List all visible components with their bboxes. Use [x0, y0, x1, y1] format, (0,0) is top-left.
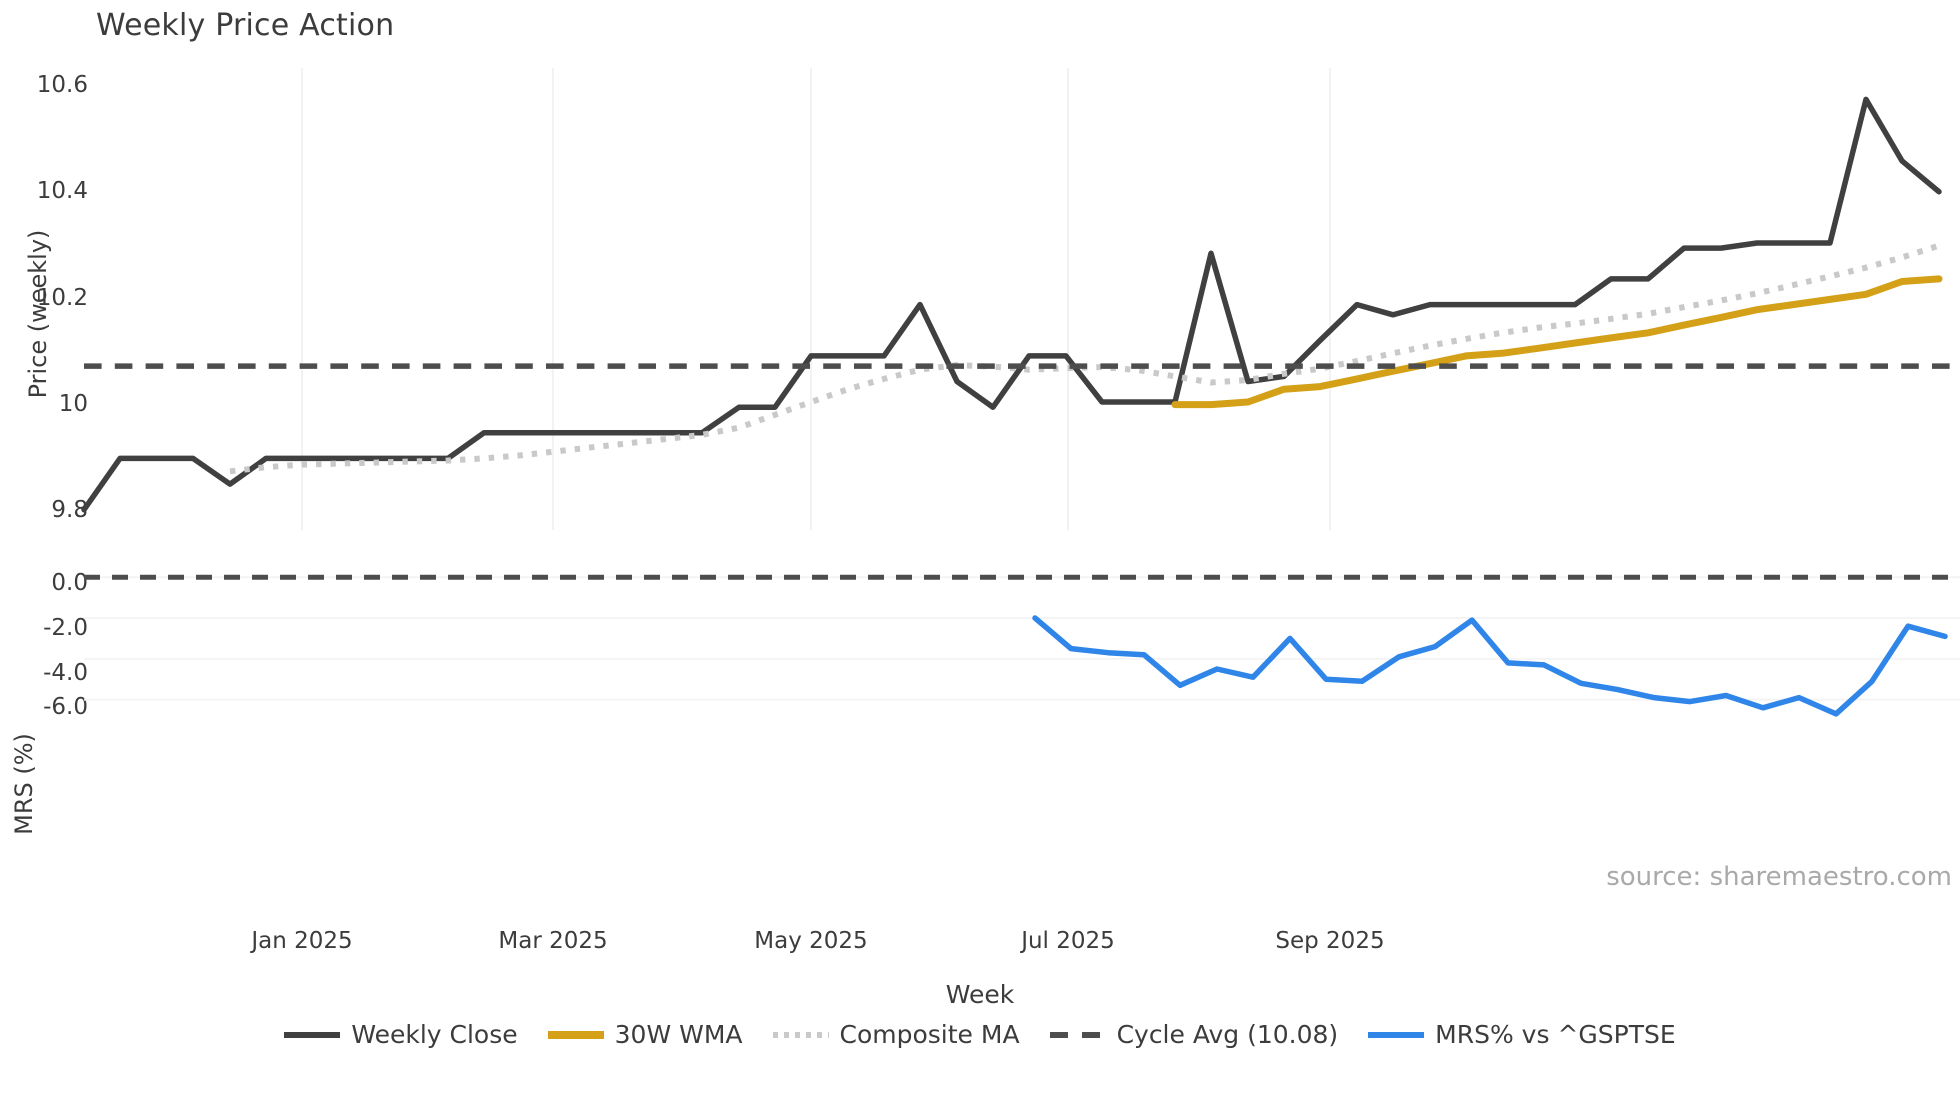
price-ytick-0: 10.6 — [36, 72, 88, 98]
x-axis-label: Week — [945, 980, 1015, 1009]
xtick-sep-2025: Sep 2025 — [1275, 928, 1385, 954]
legend-label: 30W WMA — [614, 1020, 743, 1049]
gridlines — [84, 68, 1960, 701]
line-dashed-icon — [1049, 1031, 1106, 1038]
xtick-mar-2025: Mar 2025 — [498, 928, 608, 954]
line-solid-icon — [284, 1031, 341, 1038]
legend-label: MRS% vs ^GSPTSE — [1435, 1020, 1676, 1049]
legend-item-cycle-avg[interactable]: Cycle Avg (10.08) — [1049, 1020, 1339, 1049]
price-ytick-3: 10 — [58, 391, 88, 417]
xtick-may-2025: May 2025 — [754, 928, 868, 954]
mrs-ytick-0: 0.0 — [51, 570, 88, 596]
line-solid-icon — [1368, 1031, 1425, 1038]
xtick-jan-2025: Jan 2025 — [251, 928, 353, 954]
line-solid-icon — [547, 1030, 604, 1039]
chart-legend: Weekly Close 30W WMA Composite MA Cycle … — [0, 1020, 1960, 1049]
mrs-ytick-1: -2.0 — [43, 615, 88, 641]
source-watermark: source: sharemaestro.com — [1606, 862, 1952, 892]
legend-label: Cycle Avg (10.08) — [1116, 1020, 1339, 1049]
legend-item-30w-wma[interactable]: 30W WMA — [547, 1020, 743, 1049]
legend-label: Composite MA — [839, 1020, 1020, 1049]
legend-item-mrs[interactable]: MRS% vs ^GSPTSE — [1368, 1020, 1676, 1049]
legend-item-weekly-close[interactable]: Weekly Close — [284, 1020, 518, 1049]
legend-item-composite-ma[interactable]: Composite MA — [772, 1020, 1020, 1049]
mrs-ytick-3: -6.0 — [43, 694, 88, 720]
price-ytick-1: 10.4 — [36, 178, 88, 204]
line-dotted-icon — [772, 1031, 829, 1038]
price-ytick-2: 10.2 — [36, 285, 88, 311]
series-lines — [81, 96, 1960, 717]
xtick-jul-2025: Jul 2025 — [1021, 928, 1115, 954]
mrs-ytick-2: -4.0 — [43, 660, 88, 686]
page-title: Weekly Price Action — [96, 8, 395, 43]
legend-label: Weekly Close — [351, 1020, 518, 1049]
